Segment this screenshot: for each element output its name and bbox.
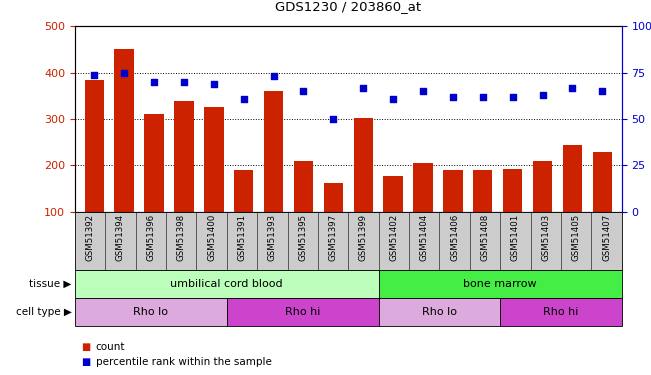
Point <box>388 96 398 102</box>
Bar <box>383 176 403 212</box>
Text: Rho hi: Rho hi <box>543 307 579 317</box>
Point <box>537 92 547 98</box>
Point <box>448 94 458 100</box>
Bar <box>562 145 582 212</box>
Text: Rho lo: Rho lo <box>422 307 457 317</box>
Bar <box>85 80 104 212</box>
Point <box>597 88 607 94</box>
Text: percentile rank within the sample: percentile rank within the sample <box>96 357 271 367</box>
Text: GSM51400: GSM51400 <box>207 214 216 261</box>
Bar <box>592 152 612 212</box>
Text: GSM51391: GSM51391 <box>238 214 247 261</box>
Bar <box>413 163 433 212</box>
Bar <box>503 169 522 212</box>
Bar <box>115 50 134 212</box>
Text: GSM51403: GSM51403 <box>541 214 550 261</box>
Text: count: count <box>96 342 125 352</box>
Point <box>507 94 518 100</box>
Bar <box>353 118 373 212</box>
Point <box>89 72 100 78</box>
Text: Rho lo: Rho lo <box>133 307 169 317</box>
Text: GSM51396: GSM51396 <box>146 214 156 261</box>
Bar <box>533 161 552 212</box>
Bar <box>324 183 343 212</box>
Text: GSM51399: GSM51399 <box>359 214 368 261</box>
Text: tissue ▶: tissue ▶ <box>29 279 72 289</box>
Text: GSM51395: GSM51395 <box>298 214 307 261</box>
Text: GSM51392: GSM51392 <box>85 214 94 261</box>
Bar <box>443 170 463 212</box>
Point <box>149 79 159 85</box>
Text: GSM51405: GSM51405 <box>572 214 581 261</box>
Text: GSM51397: GSM51397 <box>329 214 338 261</box>
Text: ■: ■ <box>81 357 90 367</box>
Point <box>268 74 279 80</box>
Text: GSM51393: GSM51393 <box>268 214 277 261</box>
Point <box>119 70 130 76</box>
Text: ■: ■ <box>81 342 90 352</box>
Text: GSM51408: GSM51408 <box>480 214 490 261</box>
Text: GSM51394: GSM51394 <box>116 214 125 261</box>
Bar <box>145 114 164 212</box>
Bar <box>473 170 492 212</box>
Text: Rho hi: Rho hi <box>285 307 320 317</box>
Text: GSM51398: GSM51398 <box>176 214 186 261</box>
Bar <box>204 108 223 212</box>
Text: bone marrow: bone marrow <box>464 279 537 289</box>
Text: cell type ▶: cell type ▶ <box>16 307 72 317</box>
Bar <box>174 100 193 212</box>
Point <box>567 84 577 90</box>
Text: GDS1230 / 203860_at: GDS1230 / 203860_at <box>275 0 421 13</box>
Text: GSM51402: GSM51402 <box>389 214 398 261</box>
Point <box>478 94 488 100</box>
Point <box>179 79 189 85</box>
Bar <box>294 161 313 212</box>
Text: GSM51407: GSM51407 <box>602 214 611 261</box>
Text: GSM51404: GSM51404 <box>420 214 429 261</box>
Bar <box>234 170 253 212</box>
Bar <box>264 91 283 212</box>
Point <box>328 116 339 122</box>
Point <box>358 84 368 90</box>
Text: GSM51401: GSM51401 <box>511 214 520 261</box>
Text: umbilical cord blood: umbilical cord blood <box>171 279 283 289</box>
Point <box>418 88 428 94</box>
Point <box>298 88 309 94</box>
Point <box>208 81 219 87</box>
Text: GSM51406: GSM51406 <box>450 214 459 261</box>
Point <box>238 96 249 102</box>
